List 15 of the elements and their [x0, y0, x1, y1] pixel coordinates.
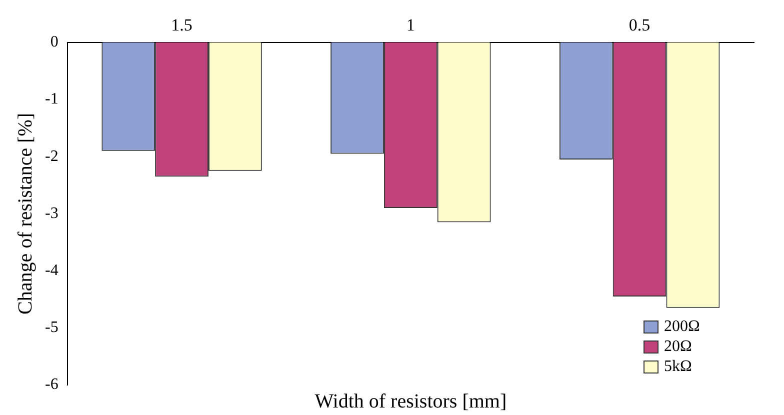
y-tick-label: -1 — [45, 90, 58, 108]
y-tick-label: -6 — [45, 376, 58, 394]
legend-label: 200Ω — [664, 318, 700, 336]
x-tick-label: 1 — [406, 16, 415, 35]
x-axis-title: Width of resistors [mm] — [314, 390, 507, 412]
legend-label: 5kΩ — [664, 358, 692, 376]
y-tick-label: -5 — [45, 319, 58, 336]
y-tick-label: -3 — [45, 204, 58, 222]
y-tick-label: -4 — [45, 262, 58, 280]
x-tick-label: 0.5 — [628, 16, 650, 35]
y-tick-label: -2 — [45, 148, 58, 165]
y-axis-title: Change of resistance [%] — [14, 112, 36, 314]
y-tick-label: 0 — [50, 34, 58, 51]
x-tick-label: 1.5 — [171, 16, 192, 35]
legend-label: 20Ω — [664, 338, 692, 356]
